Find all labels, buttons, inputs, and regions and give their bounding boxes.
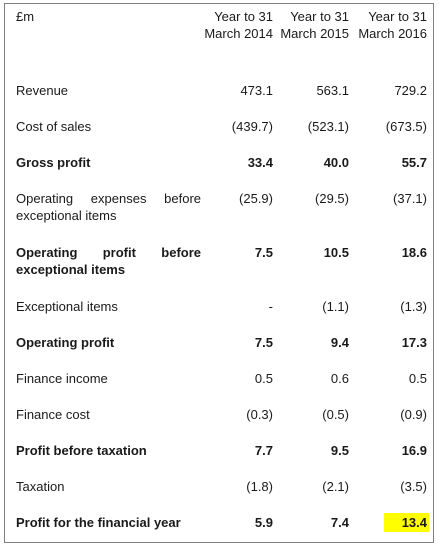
column-header-2014: Year to 31 March 2014 bbox=[204, 9, 273, 41]
value-2014: 7.7 bbox=[254, 443, 273, 458]
financial-table-frame: £m Year to 31 March 2014 Year to 31 Marc… bbox=[4, 3, 434, 543]
value-2016: (37.1) bbox=[393, 191, 427, 206]
row-label: Operating profit bbox=[16, 335, 115, 350]
row-label: Profit before taxation bbox=[16, 443, 147, 458]
row-label: Operating profit before exceptional item… bbox=[16, 245, 201, 277]
row-operating-profit: Operating profit 7.5 9.4 17.3 bbox=[5, 332, 433, 368]
value-2016: 55.7 bbox=[401, 155, 427, 170]
value-2016: (0.9) bbox=[400, 407, 427, 422]
row-operating-expenses: Operating expenses before exceptional it… bbox=[5, 188, 433, 242]
value-2014: 7.5 bbox=[254, 245, 273, 260]
row-profit-for-financial-year: Profit for the financial year 5.9 7.4 13… bbox=[5, 512, 433, 548]
currency-unit-label: £m bbox=[16, 9, 35, 24]
value-2014: 5.9 bbox=[254, 515, 273, 530]
row-label: Finance income bbox=[16, 371, 108, 386]
highlighted-value: 13.4 bbox=[383, 513, 429, 532]
row-label: Taxation bbox=[16, 479, 65, 494]
value-2015: 563.1 bbox=[316, 83, 349, 98]
income-statement-table: £m Year to 31 March 2014 Year to 31 Marc… bbox=[5, 4, 433, 548]
value-2016: 729.2 bbox=[394, 83, 427, 98]
row-cost-of-sales: Cost of sales (439.7) (523.1) (673.5) bbox=[5, 116, 433, 152]
value-2015: (0.5) bbox=[322, 407, 349, 422]
value-2016: (1.3) bbox=[400, 299, 427, 314]
row-operating-profit-before-exceptional: Operating profit before exceptional item… bbox=[5, 242, 433, 296]
value-2015: 40.0 bbox=[323, 155, 349, 170]
value-2014: (1.8) bbox=[246, 479, 273, 494]
table-header-row: £m Year to 31 March 2014 Year to 31 Marc… bbox=[5, 4, 433, 80]
row-label: Exceptional items bbox=[16, 299, 118, 314]
value-2014: 0.5 bbox=[254, 371, 273, 386]
value-2015: (2.1) bbox=[322, 479, 349, 494]
value-2015: 0.6 bbox=[330, 371, 349, 386]
column-header-2016: Year to 31 March 2016 bbox=[358, 9, 427, 41]
value-2016-highlighted: 13.4 bbox=[355, 512, 433, 548]
row-label: Finance cost bbox=[16, 407, 90, 422]
row-gross-profit: Gross profit 33.4 40.0 55.7 bbox=[5, 152, 433, 188]
row-label: Cost of sales bbox=[16, 119, 92, 134]
value-2014: (439.7) bbox=[231, 119, 273, 134]
value-2015: (29.5) bbox=[315, 191, 349, 206]
row-exceptional-items: Exceptional items - (1.1) (1.3) bbox=[5, 296, 433, 332]
value-2014: (25.9) bbox=[239, 191, 273, 206]
row-revenue: Revenue 473.1 563.1 729.2 bbox=[5, 80, 433, 116]
value-2015: (1.1) bbox=[322, 299, 349, 314]
value-2016: 18.6 bbox=[401, 245, 427, 260]
value-2016: 0.5 bbox=[408, 371, 427, 386]
row-label: Gross profit bbox=[16, 155, 91, 170]
value-2015: (523.1) bbox=[307, 119, 349, 134]
row-label: Profit for the financial year bbox=[16, 515, 181, 530]
row-profit-before-taxation: Profit before taxation 7.7 9.5 16.9 bbox=[5, 440, 433, 476]
row-finance-income: Finance income 0.5 0.6 0.5 bbox=[5, 368, 433, 404]
value-2016: (3.5) bbox=[400, 479, 427, 494]
row-taxation: Taxation (1.8) (2.1) (3.5) bbox=[5, 476, 433, 512]
value-2015: 10.5 bbox=[323, 245, 349, 260]
value-2015: 9.4 bbox=[330, 335, 349, 350]
value-2014: 33.4 bbox=[247, 155, 273, 170]
value-2016: 17.3 bbox=[401, 335, 427, 350]
value-2015: 9.5 bbox=[330, 443, 349, 458]
value-2015: 7.4 bbox=[330, 515, 349, 530]
row-label: Revenue bbox=[16, 83, 69, 98]
value-2014: 473.1 bbox=[240, 83, 273, 98]
value-2016: (673.5) bbox=[385, 119, 427, 134]
value-2014: 7.5 bbox=[254, 335, 273, 350]
row-label: Operating expenses before exceptional it… bbox=[16, 191, 201, 223]
value-2016: 16.9 bbox=[401, 443, 427, 458]
row-finance-cost: Finance cost (0.3) (0.5) (0.9) bbox=[5, 404, 433, 440]
value-2014: (0.3) bbox=[246, 407, 273, 422]
value-2014: - bbox=[268, 299, 273, 314]
column-header-2015: Year to 31 March 2015 bbox=[280, 9, 349, 41]
